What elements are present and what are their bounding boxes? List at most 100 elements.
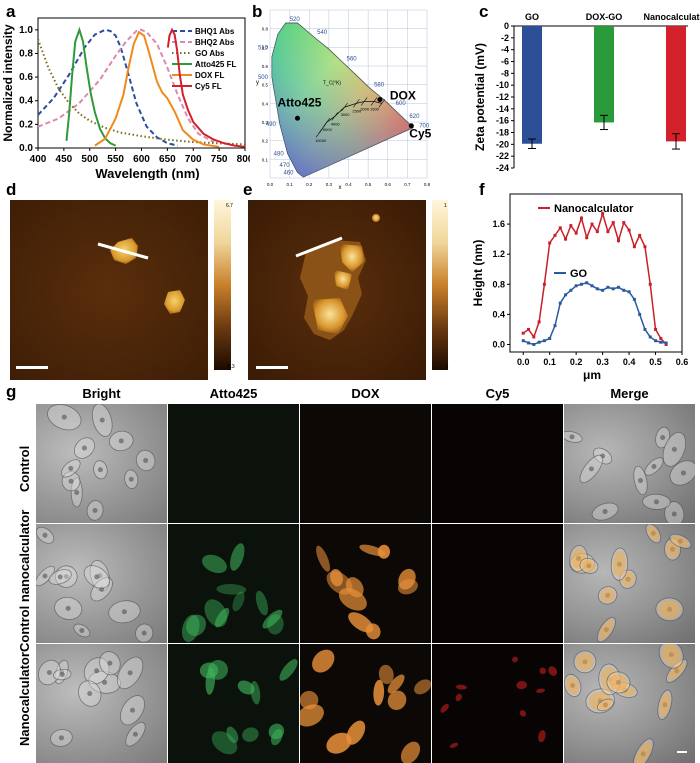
y-tick-label: 0.7 [262, 45, 269, 50]
y-tick-label: 0.0 [492, 339, 505, 349]
y-tick-label: -22 [496, 151, 509, 161]
panel-letter-f: f [479, 180, 485, 199]
x-tick-label: 700 [185, 154, 202, 165]
colorbar-e-min: -1 [444, 364, 449, 370]
x-axis-label: x [339, 185, 342, 190]
planckian-locus [318, 101, 382, 134]
x-tick-label: 0.0 [267, 182, 274, 187]
wavelength-mark: 540 [317, 30, 328, 36]
fluorescence-signal [216, 584, 247, 595]
wavelength-mark: 480 [274, 152, 285, 158]
y-tick-label: 0.4 [19, 96, 33, 107]
y-tick-label: 0.4 [492, 309, 505, 319]
series-line-1 [37, 28, 215, 143]
nucleus [602, 509, 608, 515]
merge-signal [647, 525, 660, 541]
tc-label: T_C(°K) [323, 81, 341, 87]
zeta-potential-chart: 0 -2 -4 -6-8 -10 -12 -14 -16 -18-20 -22 -24 Zeta po… [473, 12, 700, 173]
wavelength-mark: 490 [266, 122, 277, 128]
fluorescence-signal [400, 741, 421, 763]
fluorescence-signal [414, 679, 431, 695]
series-point-1 [542, 339, 546, 343]
nucleus [42, 532, 48, 538]
micrograph-bright-2 [36, 644, 167, 763]
merge-signal [576, 653, 594, 671]
micrograph-cells [37, 651, 146, 747]
x-tick-label: 500 [81, 154, 98, 165]
nucleus [600, 453, 606, 459]
series-point-1 [579, 282, 583, 286]
series-point-0 [664, 342, 668, 346]
column-label-cy5: Cy5 [485, 386, 510, 401]
colorbar-d-min: -6.3 [226, 364, 235, 370]
legend-label-3: Atto425 FL [195, 60, 236, 69]
colorbar-e-max: 1 [444, 203, 447, 209]
y-tick-label: 1.0 [19, 25, 33, 36]
series-point-0 [569, 224, 573, 228]
fluorescence-signal [519, 710, 527, 717]
fluorescence-signal [326, 571, 353, 595]
afm-go-surface [10, 200, 208, 380]
panel-letter-a: a [6, 2, 16, 21]
temperature-mark: 2000 [360, 106, 370, 111]
y-tick-label: -6 [501, 57, 509, 67]
series-point-1 [627, 290, 631, 294]
series-point-1 [564, 293, 568, 297]
series-point-1 [548, 336, 552, 340]
nucleus [128, 476, 134, 482]
x-tick-label: 0.0 [517, 357, 530, 367]
fluorescence-signal [455, 693, 463, 702]
y-tick-label: 0.5 [262, 83, 269, 88]
series-point-0 [622, 221, 626, 225]
series-point-1 [521, 339, 525, 343]
micrograph-dox-1 [300, 524, 431, 643]
merge-signal [600, 588, 616, 603]
fluorescence-signal [226, 726, 239, 743]
fluorescence-signal [270, 728, 283, 746]
merge-signal [659, 692, 671, 717]
fluorescence-signal [387, 674, 405, 694]
nucleus [671, 511, 677, 517]
nucleus [79, 628, 85, 634]
micrograph-cells [300, 649, 431, 763]
legend-label-2: GO Abs [195, 49, 225, 58]
profile-line [97, 242, 149, 260]
y-tick-label: -10 [496, 80, 509, 90]
legend-label-5: Cy5 FL [195, 82, 222, 91]
series-point-0 [643, 245, 647, 249]
micrograph-merge-1 [564, 524, 695, 643]
nanocalculator-flake-2 [312, 298, 348, 334]
nanocalculator-flake-1 [340, 244, 364, 272]
series-point-1 [622, 288, 626, 292]
temperature-mark: 3000 [341, 112, 351, 117]
nucleus [68, 465, 74, 471]
temperature-mark: 1500 [370, 106, 380, 111]
y-tick-label: 0 [504, 21, 509, 31]
series-point-0 [654, 327, 658, 331]
y-tick-label: -16 [496, 116, 509, 126]
micrograph-atto425-2 [168, 644, 299, 763]
y-tick-label: 0.3 [262, 120, 269, 125]
nucleus [118, 438, 124, 444]
fluorescence-signal [536, 688, 545, 693]
point-marker-2 [408, 123, 414, 129]
series-point-1 [574, 284, 578, 288]
series-line-2 [37, 38, 246, 146]
row-label-control: Control [17, 445, 32, 492]
micrograph-cells [440, 656, 558, 748]
micrograph-merge-0 [564, 404, 695, 523]
micrograph-cy5-2 [432, 644, 563, 763]
series-point-0 [616, 239, 620, 243]
isotherm [378, 99, 386, 108]
fluorescence-signal [316, 545, 330, 572]
merge-signal [581, 559, 597, 572]
panel-letter-b: b [252, 2, 263, 21]
wavelength-mark: 460 [283, 170, 294, 176]
series-point-1 [643, 327, 647, 331]
fluorescence-signal [377, 544, 391, 559]
x-tick-label: 800 [237, 154, 250, 165]
x-axis-label: μm [583, 368, 601, 382]
nucleus [58, 735, 64, 741]
nanocalculator-flake-3 [334, 270, 352, 290]
y-tick-label: 0.8 [19, 48, 33, 59]
